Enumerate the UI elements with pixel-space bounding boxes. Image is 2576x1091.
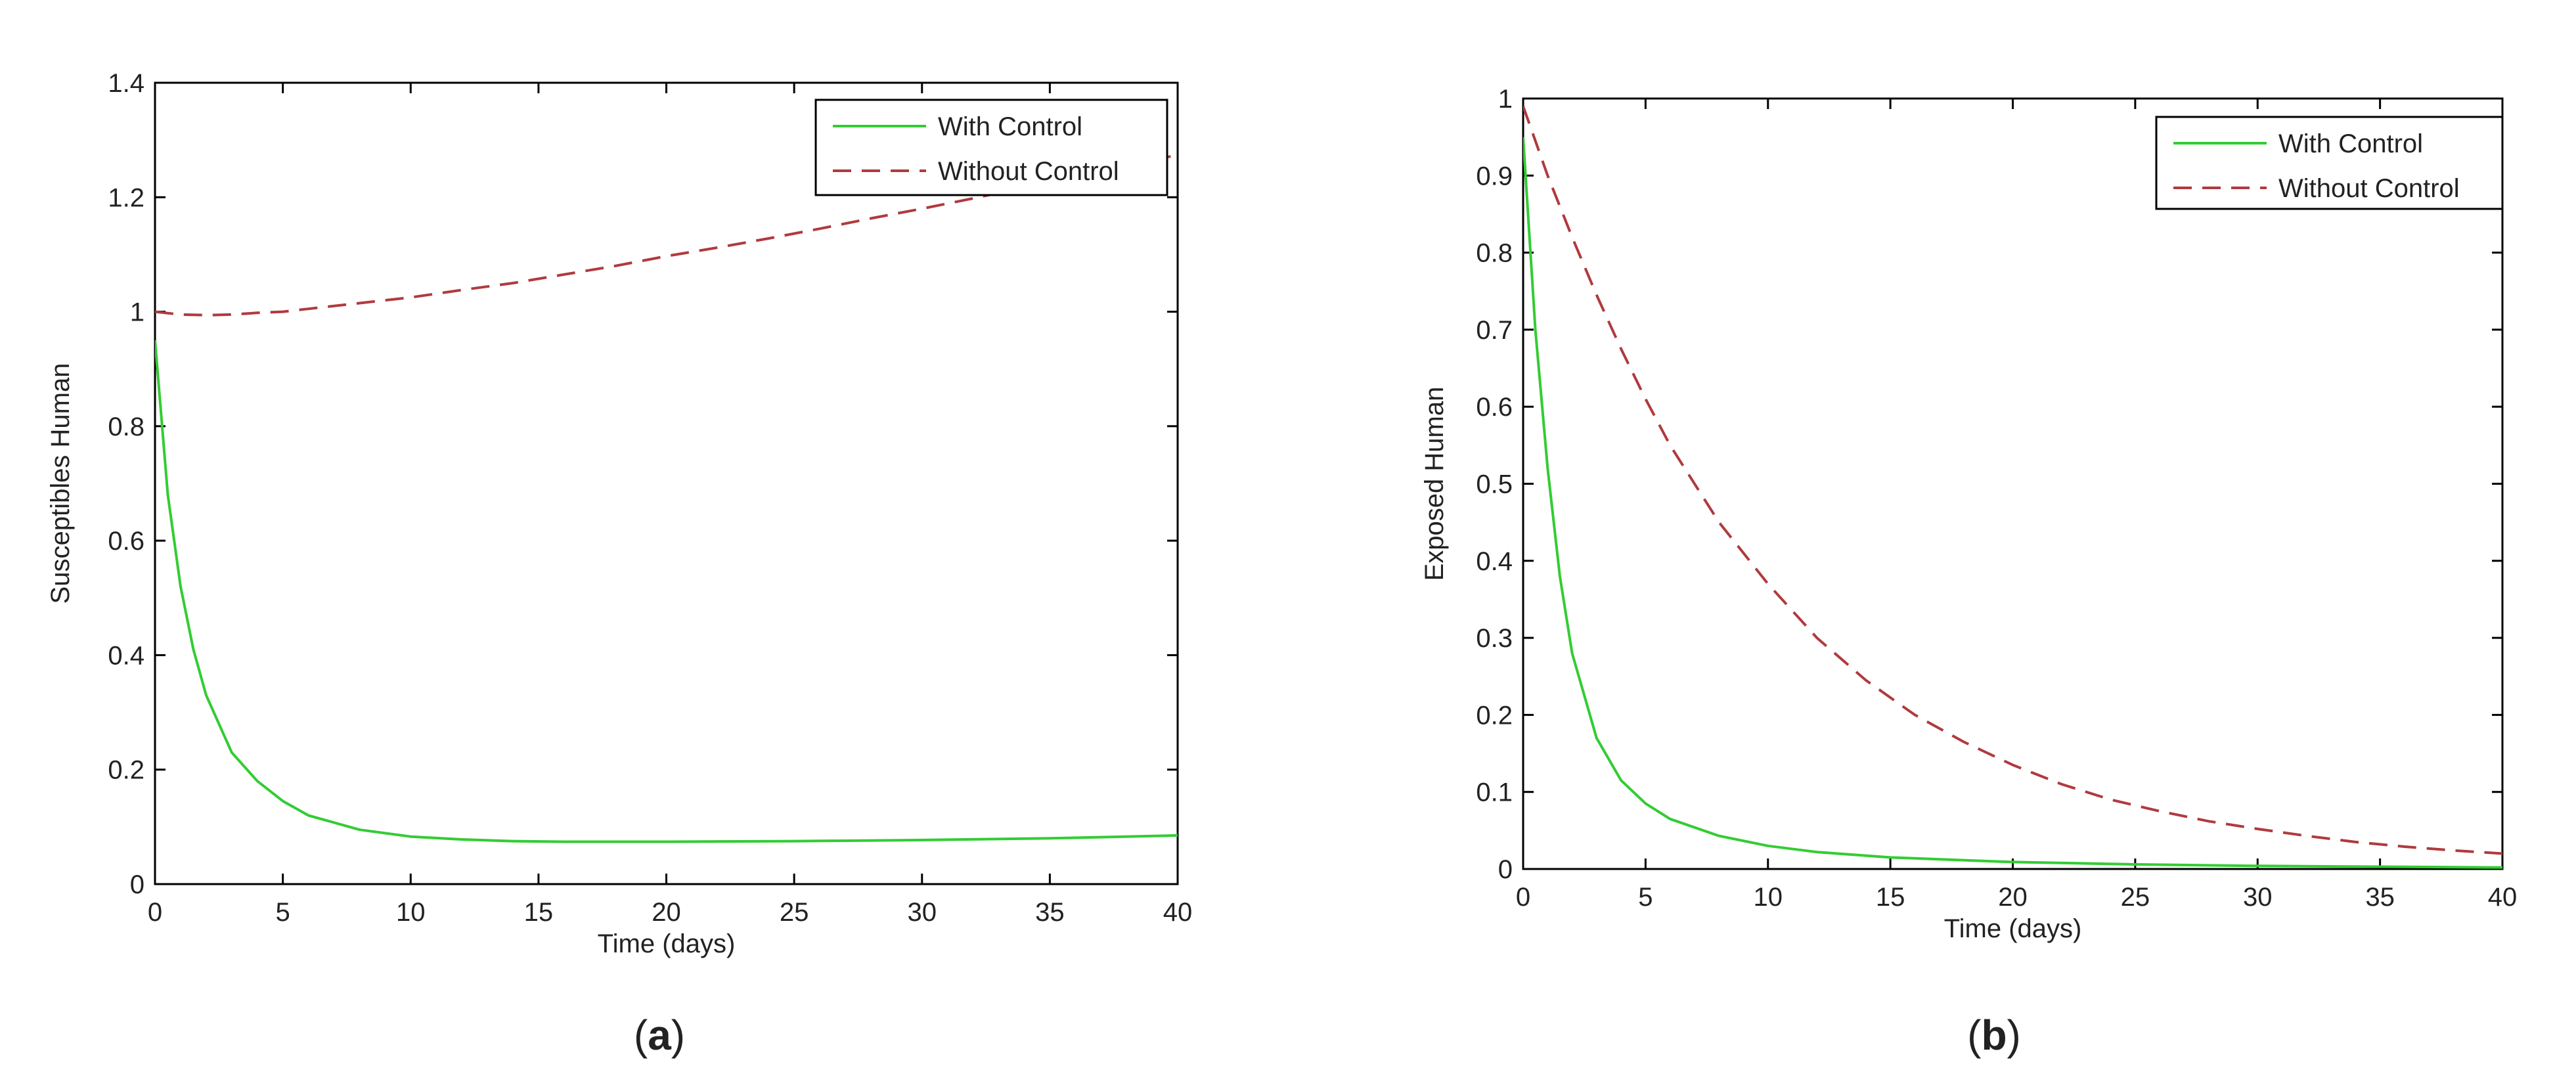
series-line-without-control (155, 153, 1178, 317)
legend-box (2155, 116, 2504, 210)
legend-label: With Control (2278, 129, 2423, 158)
x-tick-label: 30 (2243, 883, 2273, 912)
chart-panel-a: (a) 0 5 10 15 20 25 30 35 40 0 0.2 0.4 0.6 0.8 1 1.2 1.4… (46, 69, 1192, 1059)
chart-panel-b: (b) 0 5 10 15 20 25 30 35 40 0 0.1 0.2 0.3 0.4 0.5 0.6 0… (1420, 85, 2517, 1059)
x-tick-label: 15 (1876, 883, 1905, 912)
x-tick-label: 5 (1638, 883, 1653, 912)
y-tick-label: 0.5 (1476, 470, 1513, 499)
x-tick-label: 5 (276, 898, 290, 927)
y-tick-label: 1 (130, 298, 144, 327)
y-tick-label: 0.8 (108, 412, 144, 441)
x-tick-label: 35 (1035, 898, 1065, 927)
y-tick-label: 0.8 (1476, 239, 1513, 268)
y-tick-label: 0.2 (108, 756, 144, 785)
y-tick-label: 0.3 (1476, 624, 1513, 653)
x-tick-label: 25 (2121, 883, 2150, 912)
x-tick-label: 20 (652, 898, 681, 927)
series-line-with-control (155, 340, 1178, 843)
y-tick-label: 0.2 (1476, 701, 1513, 730)
x-tick-label: 10 (396, 898, 426, 927)
y-tick-label: 1.2 (108, 183, 144, 212)
y-tick-label: 0.4 (108, 641, 144, 670)
plot-area (1522, 97, 2504, 870)
y-tick-label: 0.4 (1476, 547, 1513, 576)
legend-label: With Control (938, 112, 1082, 141)
x-axis-label: Time (days) (1944, 914, 2082, 943)
y-axis-label: Susceptibles Human (46, 363, 75, 604)
x-tick-label: 35 (2365, 883, 2395, 912)
y-axis-label: Exposed Human (1420, 387, 1449, 581)
x-tick-label: 0 (1516, 883, 1530, 912)
x-tick-label: 25 (780, 898, 809, 927)
y-tick-label: 0.6 (1476, 393, 1513, 422)
x-tick-label: 15 (524, 898, 554, 927)
legend-label: Without Control (2278, 174, 2460, 203)
x-tick-label: 30 (908, 898, 937, 927)
legend-box (814, 99, 1168, 196)
y-tick-label: 0.1 (1476, 778, 1513, 807)
y-tick-label: 1.4 (108, 69, 144, 98)
x-tick-label: 40 (2488, 883, 2518, 912)
y-tick-label: 0 (130, 870, 144, 899)
y-tick-label: 0.6 (108, 527, 144, 556)
x-axis-label: Time (days) (598, 929, 736, 958)
x-tick-label: 0 (148, 898, 162, 927)
panel-label-a: (a) (634, 1012, 685, 1059)
series-line-without-control (1523, 106, 2502, 855)
y-tick-label: 0 (1498, 855, 1513, 884)
y-tick-label: 0.7 (1476, 316, 1513, 345)
legend-label: Without Control (938, 157, 1119, 186)
x-tick-label: 40 (1163, 898, 1193, 927)
x-tick-label: 20 (1998, 883, 2028, 912)
plot-area (154, 81, 1179, 885)
x-tick-label: 10 (1754, 883, 1783, 912)
panel-label-b: (b) (1967, 1012, 2021, 1059)
y-tick-label: 1 (1498, 85, 1513, 114)
series-line-with-control (1523, 137, 2502, 869)
y-tick-label: 0.9 (1476, 162, 1513, 190)
